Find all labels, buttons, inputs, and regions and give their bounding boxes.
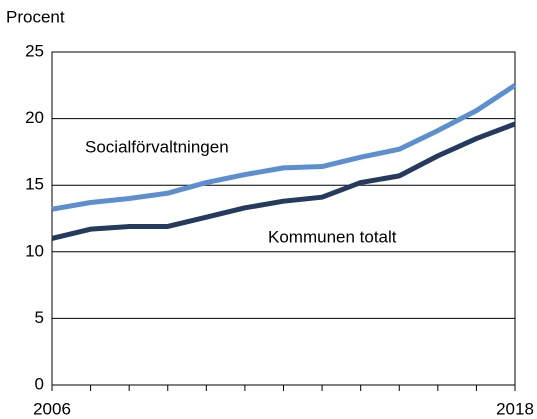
y-tick-label: 25 [25,41,44,60]
line-series [51,121,516,241]
y-tick-label: 5 [35,308,44,327]
x-tick-label: 2006 [33,399,71,418]
series-label: Socialförvaltningen [85,137,229,156]
x-tick-label: 2018 [496,399,534,418]
y-tick-label: 10 [25,241,44,260]
line-series [51,83,517,212]
y-axis-label: Procent [6,7,65,26]
y-tick-label: 15 [25,175,44,194]
y-tick-label: 0 [35,374,44,393]
series-label: Kommunen totalt [268,227,397,246]
y-tick-label: 20 [25,108,44,127]
plot-frame [51,51,516,386]
